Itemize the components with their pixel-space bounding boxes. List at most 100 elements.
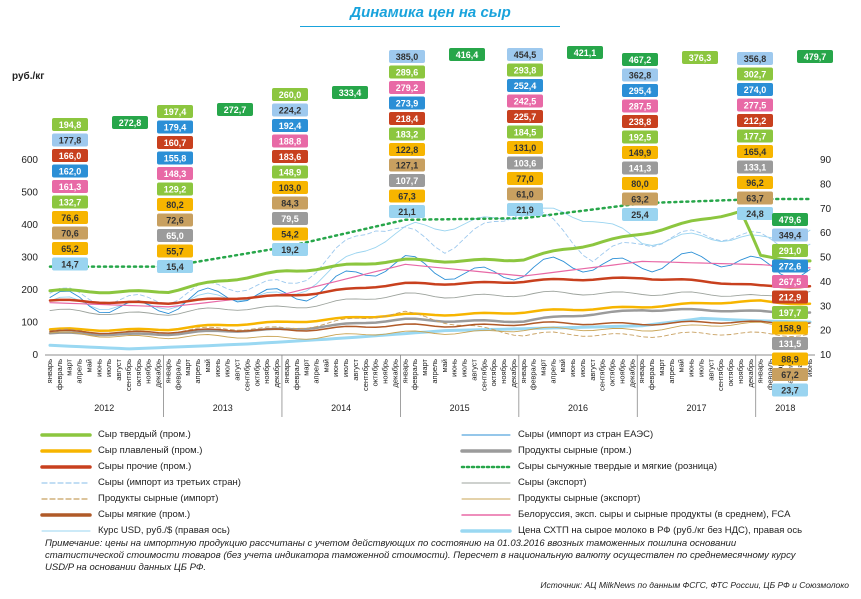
data-label: 454,5 xyxy=(514,50,537,60)
month-tick-label: октябрь xyxy=(608,359,617,386)
legend-label: Белоруссия, эксп. сыры и сырные продукты… xyxy=(518,509,791,520)
series-line-products xyxy=(48,307,812,337)
month-tick-label: июнь xyxy=(94,359,103,377)
month-tick-label: декабрь xyxy=(509,359,518,388)
data-label-box xyxy=(52,242,88,255)
legend-swatch xyxy=(461,514,511,516)
month-tick-label: январь xyxy=(282,359,291,383)
data-label-box xyxy=(332,86,368,99)
data-label-box xyxy=(157,260,193,273)
month-tick-label: февраль xyxy=(766,359,775,390)
data-label-box xyxy=(157,167,193,180)
data-label-box xyxy=(157,120,193,134)
data-label-box xyxy=(507,172,543,185)
data-label: 54,2 xyxy=(281,230,299,240)
month-tick-label: июль xyxy=(223,359,232,377)
y2-tick-label: 80 xyxy=(820,179,832,190)
legend-swatch xyxy=(40,465,92,469)
data-label-box xyxy=(772,321,808,335)
data-label-box xyxy=(737,52,773,65)
data-label: 238,8 xyxy=(629,117,652,127)
data-label-box xyxy=(217,103,253,116)
legend-label: Продукты сырные (импорт) xyxy=(98,493,219,504)
data-label-box xyxy=(52,226,88,240)
legend-label: Сыр плавленый (пром.) xyxy=(98,445,203,456)
y2-tick-label: 70 xyxy=(820,204,832,215)
data-label: 242,5 xyxy=(514,97,537,107)
month-tick-label: сентябрь xyxy=(598,359,607,391)
data-label-box xyxy=(507,79,543,92)
data-label-box xyxy=(772,228,808,242)
data-label-box xyxy=(507,156,543,170)
y-tick-label: 600 xyxy=(21,155,38,166)
data-label: 165,4 xyxy=(744,147,767,157)
data-label-box xyxy=(772,352,808,366)
data-label: 177,7 xyxy=(744,132,767,142)
data-label: 197,7 xyxy=(779,308,802,318)
data-label-box xyxy=(737,207,773,220)
month-tick-label: июль xyxy=(460,359,469,377)
data-label: 184,5 xyxy=(514,128,537,138)
data-label: 160,7 xyxy=(164,138,187,148)
data-label-box xyxy=(272,134,308,148)
data-label-box xyxy=(389,127,425,141)
data-label-box xyxy=(507,203,543,216)
year-label: 2014 xyxy=(331,403,351,413)
data-label: 65,2 xyxy=(61,244,79,254)
data-label: 129,2 xyxy=(164,185,187,195)
month-tick-label: ноябрь xyxy=(144,359,153,384)
month-tick-label: январь xyxy=(45,359,54,383)
data-label-box xyxy=(272,119,308,132)
data-label: 77,0 xyxy=(516,174,534,184)
legend-swatch xyxy=(460,465,512,469)
data-label-box xyxy=(389,112,425,125)
month-tick-label: август xyxy=(706,358,715,380)
month-tick-label: февраль xyxy=(173,359,182,390)
data-label: 274,0 xyxy=(744,85,767,95)
source-note: Источник: АЦ MilkNews по данным ФСГС, ФТ… xyxy=(540,580,849,590)
data-label-box xyxy=(52,118,88,131)
legend-label: Курс USD, руб./$ (правая ось) xyxy=(98,525,230,536)
data-label: 158,9 xyxy=(779,324,802,334)
data-label: 224,2 xyxy=(279,106,302,116)
data-label-box xyxy=(389,158,425,172)
data-label: 149,9 xyxy=(629,148,652,158)
month-tick-label: февраль xyxy=(647,359,656,390)
data-label: 362,8 xyxy=(629,71,652,81)
data-label-box xyxy=(112,116,148,129)
month-tick-label: август xyxy=(469,358,478,380)
data-label-box xyxy=(389,205,425,218)
data-label-box xyxy=(157,182,193,196)
month-tick-label: декабрь xyxy=(154,359,163,388)
y-tick-label: 200 xyxy=(21,285,38,296)
data-label-box xyxy=(507,63,543,77)
data-label-box xyxy=(772,368,808,381)
month-tick-label: декабрь xyxy=(390,359,399,388)
data-label: 21,9 xyxy=(516,205,534,215)
month-tick-label: май xyxy=(677,359,686,373)
data-label: 103,0 xyxy=(279,183,302,193)
legend-label: Сыры сычужные твердые и мягкие (розница) xyxy=(518,461,718,472)
month-tick-label: июль xyxy=(104,359,113,377)
data-label: 272,7 xyxy=(224,105,247,115)
month-tick-label: апрель xyxy=(311,359,320,384)
data-label-box xyxy=(622,130,658,144)
series-line-belarus xyxy=(49,260,811,308)
data-label-box xyxy=(622,115,658,128)
data-label: 272,8 xyxy=(119,118,142,128)
y2-tick-label: 10 xyxy=(820,350,832,361)
data-label: 155,8 xyxy=(164,154,187,164)
data-label: 197,4 xyxy=(164,107,187,117)
data-label-box xyxy=(389,65,425,79)
series-line-hard xyxy=(48,209,812,295)
data-label: 273,9 xyxy=(396,99,419,109)
data-label-box xyxy=(622,68,658,82)
data-label-box xyxy=(157,105,193,118)
legend-label: Сыры (экспорт) xyxy=(518,477,587,488)
data-label: 479,7 xyxy=(804,52,827,62)
data-label-box xyxy=(52,211,88,224)
y2-tick-label: 50 xyxy=(820,253,832,264)
month-tick-label: январь xyxy=(400,359,409,383)
data-label-box xyxy=(772,337,808,350)
data-label: 79,5 xyxy=(281,214,299,224)
